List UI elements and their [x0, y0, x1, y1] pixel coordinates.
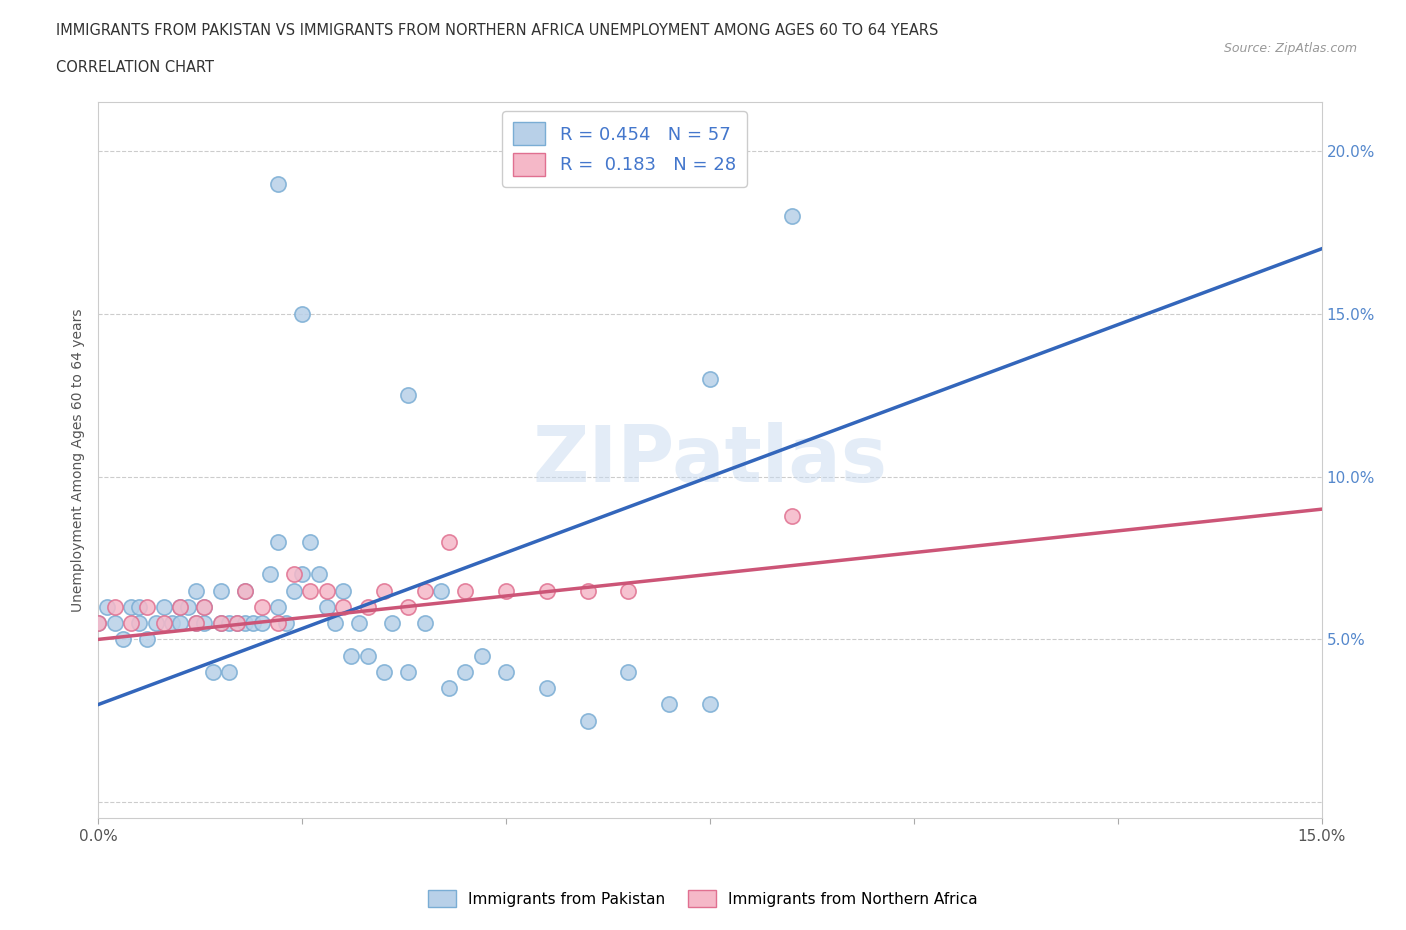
Point	[356, 600, 378, 615]
Point	[699, 698, 721, 712]
Point	[186, 616, 208, 631]
Point	[136, 600, 159, 615]
Point	[87, 616, 110, 631]
Point	[120, 600, 142, 615]
Point	[128, 600, 150, 615]
Point	[128, 616, 150, 631]
Point	[177, 600, 200, 615]
Point	[233, 616, 256, 631]
Legend: Immigrants from Pakistan, Immigrants from Northern Africa: Immigrants from Pakistan, Immigrants fro…	[422, 884, 984, 913]
Point	[136, 632, 159, 647]
Y-axis label: Unemployment Among Ages 60 to 64 years: Unemployment Among Ages 60 to 64 years	[72, 309, 86, 612]
Point	[323, 616, 346, 631]
Point	[495, 583, 517, 598]
Text: CORRELATION CHART: CORRELATION CHART	[56, 60, 214, 75]
Text: ZIPatlas: ZIPatlas	[533, 422, 887, 498]
Point	[437, 534, 460, 549]
Point	[193, 600, 215, 615]
Point	[218, 616, 240, 631]
Point	[250, 600, 273, 615]
Point	[193, 616, 215, 631]
Point	[308, 566, 330, 582]
Point	[495, 664, 517, 679]
Point	[120, 616, 142, 631]
Point	[87, 616, 110, 631]
Point	[226, 616, 249, 631]
Point	[381, 616, 404, 631]
Point	[96, 600, 118, 615]
Point	[193, 600, 215, 615]
Point	[209, 616, 232, 631]
Point	[186, 583, 208, 598]
Point	[536, 681, 558, 696]
Point	[201, 664, 224, 679]
Point	[617, 583, 640, 598]
Point	[242, 616, 264, 631]
Point	[413, 616, 436, 631]
Point	[104, 600, 127, 615]
Point	[471, 648, 494, 663]
Point	[373, 583, 395, 598]
Point	[780, 209, 803, 224]
Point	[536, 583, 558, 598]
Point	[658, 698, 681, 712]
Point	[349, 616, 371, 631]
Point	[780, 508, 803, 523]
Point	[413, 583, 436, 598]
Point	[373, 664, 395, 679]
Point	[299, 534, 322, 549]
Point	[430, 583, 453, 598]
Point	[209, 616, 232, 631]
Point	[169, 600, 191, 615]
Point	[152, 616, 174, 631]
Point	[145, 616, 167, 631]
Point	[186, 616, 208, 631]
Point	[160, 616, 183, 631]
Point	[169, 600, 191, 615]
Point	[169, 616, 191, 631]
Point	[267, 177, 290, 192]
Point	[299, 583, 322, 598]
Point	[218, 664, 240, 679]
Point	[396, 664, 419, 679]
Point	[259, 566, 281, 582]
Point	[396, 388, 419, 403]
Point	[356, 648, 378, 663]
Point	[283, 583, 305, 598]
Point	[454, 583, 477, 598]
Point	[250, 616, 273, 631]
Point	[267, 534, 290, 549]
Point	[315, 583, 337, 598]
Point	[226, 616, 249, 631]
Point	[576, 713, 599, 728]
Text: Source: ZipAtlas.com: Source: ZipAtlas.com	[1223, 42, 1357, 55]
Point	[152, 600, 174, 615]
Point	[233, 583, 256, 598]
Point	[267, 600, 290, 615]
Point	[111, 632, 134, 647]
Point	[315, 600, 337, 615]
Point	[274, 616, 297, 631]
Point	[104, 616, 127, 631]
Point	[332, 583, 354, 598]
Point	[291, 307, 314, 322]
Point	[617, 664, 640, 679]
Point	[454, 664, 477, 679]
Point	[291, 566, 314, 582]
Point	[283, 566, 305, 582]
Point	[576, 583, 599, 598]
Point	[233, 583, 256, 598]
Text: IMMIGRANTS FROM PAKISTAN VS IMMIGRANTS FROM NORTHERN AFRICA UNEMPLOYMENT AMONG A: IMMIGRANTS FROM PAKISTAN VS IMMIGRANTS F…	[56, 23, 939, 38]
Legend: R = 0.454   N = 57, R =  0.183   N = 28: R = 0.454 N = 57, R = 0.183 N = 28	[502, 112, 747, 187]
Point	[437, 681, 460, 696]
Point	[209, 583, 232, 598]
Point	[332, 600, 354, 615]
Point	[340, 648, 363, 663]
Point	[699, 371, 721, 387]
Point	[396, 600, 419, 615]
Point	[267, 616, 290, 631]
